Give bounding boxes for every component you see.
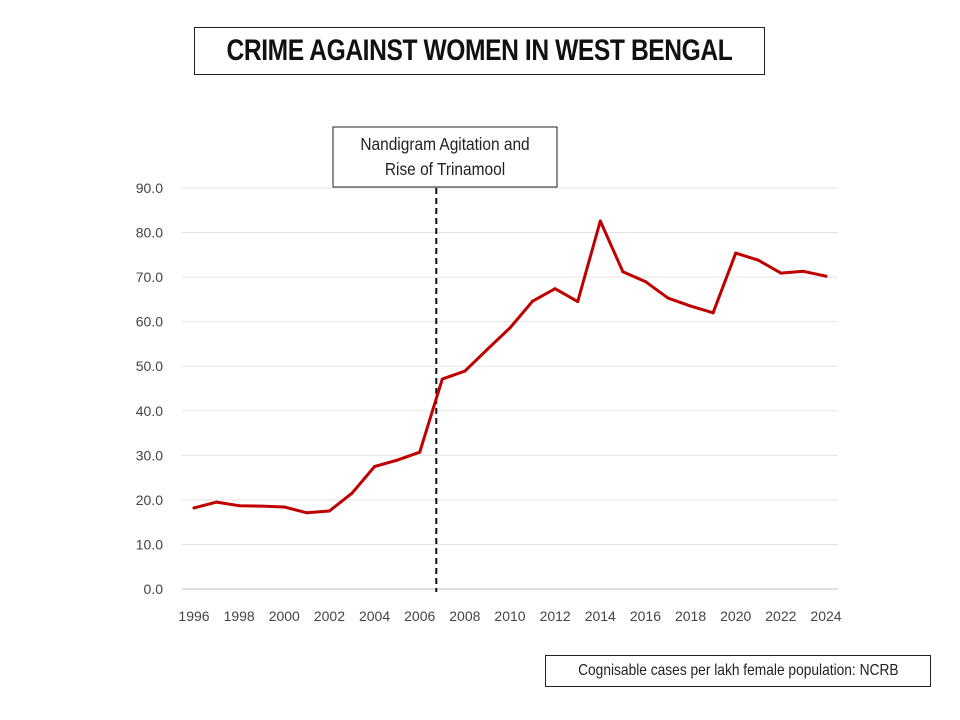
y-tick-label: 10.0 (136, 536, 163, 552)
x-tick-label: 2002 (314, 608, 345, 624)
y-tick-label: 50.0 (136, 358, 163, 374)
data-point (779, 271, 783, 275)
data-point (666, 296, 670, 300)
data-point (576, 300, 580, 304)
y-tick-label: 20.0 (136, 492, 163, 508)
y-tick-label: 90.0 (136, 180, 163, 196)
annotation-frame (332, 126, 558, 188)
data-point (215, 500, 219, 504)
y-tick-label: 40.0 (136, 403, 163, 419)
x-tick-label: 2006 (404, 608, 435, 624)
y-tick-label: 80.0 (136, 225, 163, 241)
data-point (508, 326, 512, 330)
x-tick-label: 2010 (494, 608, 525, 624)
data-point (824, 274, 828, 278)
chart-title: CRIME AGAINST WOMEN IN WEST BENGAL (226, 34, 733, 67)
source-note: Cognisable cases per lakh female populat… (577, 662, 899, 679)
y-tick-label: 70.0 (136, 269, 163, 285)
data-point (598, 219, 602, 223)
data-point (395, 458, 399, 462)
annotation-line-1: Nandigram Agitation and (360, 134, 529, 154)
y-tick-label: 60.0 (136, 314, 163, 330)
x-tick-label: 2024 (810, 608, 841, 624)
data-point (350, 491, 354, 495)
data-point (463, 369, 467, 373)
data-point (734, 251, 738, 255)
data-point (418, 450, 422, 454)
data-point (531, 299, 535, 303)
data-point (192, 506, 196, 510)
x-tick-label: 2004 (359, 608, 390, 624)
y-tick-label: 0.0 (144, 581, 164, 597)
data-point (756, 258, 760, 262)
x-axis-ticks: 1996 1998 2000 2002 2004 2006 2008 2010 2012 2014… (178, 608, 841, 624)
chart-title-box: CRIME AGAINST WOMEN IN WEST BENGAL (194, 27, 765, 75)
y-axis-ticks: 0.0 10.0 20.0 30.0 40.0 50.0 60.0 70.0 80.0 90.0 (136, 180, 163, 597)
data-point (260, 504, 264, 508)
data-point (327, 509, 331, 513)
x-tick-label: 2020 (720, 608, 751, 624)
x-tick-label: 1996 (178, 608, 209, 624)
data-point (801, 269, 805, 273)
x-tick-label: 2000 (269, 608, 300, 624)
data-point (485, 347, 489, 351)
annotation-box: Nandigram Agitation and Rise of Trinamoo… (332, 126, 558, 188)
x-tick-label: 1998 (224, 608, 255, 624)
x-tick-label: 2022 (765, 608, 796, 624)
gridlines (182, 187, 838, 590)
data-point (711, 311, 715, 315)
data-point (440, 377, 444, 381)
data-point (553, 287, 557, 291)
annotation-line-2: Rise of Trinamool (385, 159, 505, 179)
x-tick-label: 2018 (675, 608, 706, 624)
x-tick-label: 2012 (540, 608, 571, 624)
y-tick-label: 30.0 (136, 447, 163, 463)
data-point (689, 304, 693, 308)
data-point (305, 511, 309, 515)
data-point (282, 505, 286, 509)
data-point (237, 504, 241, 508)
series-points (192, 219, 828, 515)
source-note-box: Cognisable cases per lakh female populat… (545, 655, 931, 687)
x-tick-label: 2016 (630, 608, 661, 624)
series-line (192, 219, 828, 515)
x-tick-label: 2014 (585, 608, 616, 624)
data-point (643, 280, 647, 284)
x-tick-label: 2008 (449, 608, 480, 624)
data-point (373, 464, 377, 468)
data-point (621, 270, 625, 274)
